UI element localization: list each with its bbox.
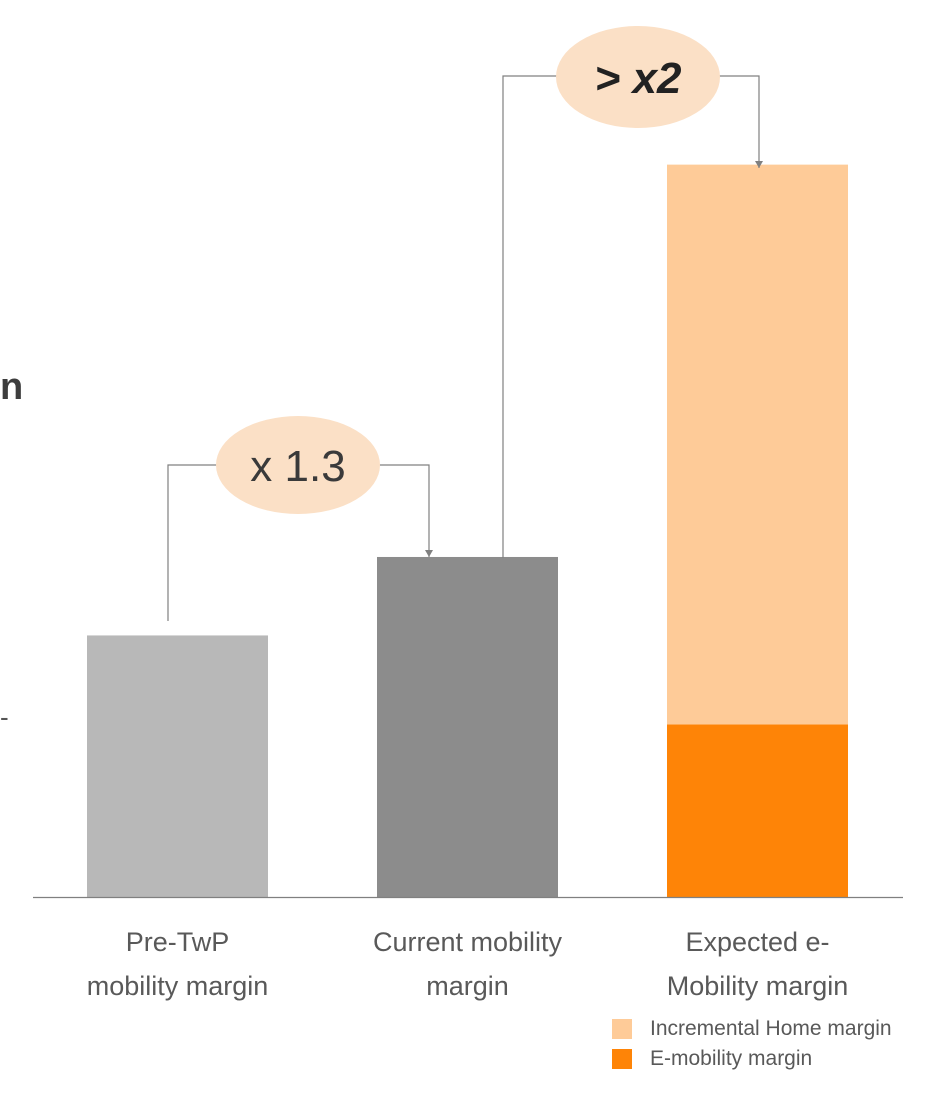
bar-1-segment-1	[87, 635, 268, 897]
connector-2-arrowhead	[755, 161, 763, 168]
category-label-2-line-2: margin	[426, 971, 509, 1001]
bar-3-segment-3	[667, 164, 848, 725]
category-label-3-line-1: Expected e-	[685, 927, 829, 957]
legend-label-emobility: E-mobility margin	[650, 1047, 813, 1070]
category-label-3-line-2: Mobility margin	[667, 971, 849, 1001]
category-label-1-line-2: mobility margin	[87, 971, 269, 1001]
connector-1-arrowhead	[425, 550, 433, 557]
legend-item-incremental-home: Incremental Home margin	[612, 1014, 892, 1044]
category-label-1-line-1: Pre-TwP	[126, 927, 230, 957]
bar-2-segment-1	[377, 556, 558, 897]
cropped-text-mark: -	[0, 702, 9, 732]
category-label-2-line-1: Current mobility	[373, 927, 563, 957]
legend-item-emobility: E-mobility margin	[612, 1044, 892, 1074]
bar-3-segment-2	[667, 724, 848, 897]
multiplier-bubble-2	[556, 26, 720, 128]
cropped-title-text: n	[0, 366, 24, 408]
legend-swatch-emobility	[612, 1049, 632, 1069]
legend-swatch-incremental-home	[612, 1019, 632, 1039]
legend-label-incremental-home: Incremental Home margin	[650, 1017, 892, 1040]
multiplier-label-1: x 1.3	[250, 442, 345, 491]
legend: Incremental Home margin E-mobility margi…	[612, 1014, 892, 1074]
multiplier-bubble-1	[216, 416, 380, 514]
multiplier-label-2: > x2	[595, 54, 682, 103]
